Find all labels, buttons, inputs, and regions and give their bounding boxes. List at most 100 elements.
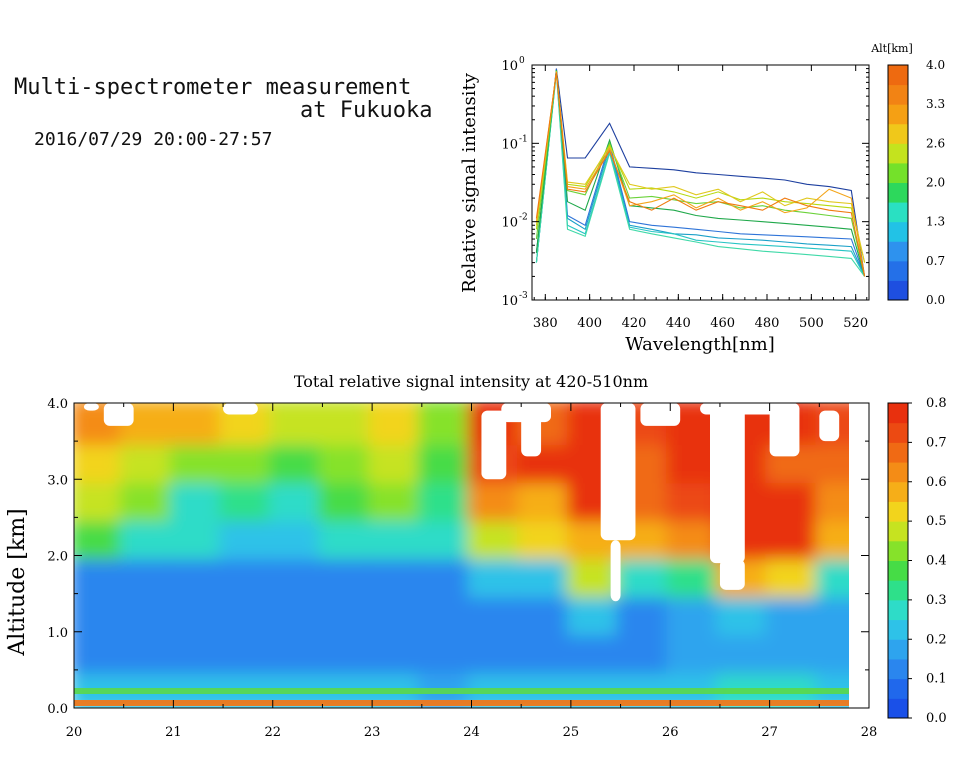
spectrum-series-line-1: [535, 69, 866, 277]
intensity-colorbar-swatch: [888, 462, 908, 483]
intensity-colorbar-swatch: [888, 678, 908, 699]
intensity-colorbar-swatch: [888, 521, 908, 542]
heatmap-x-tick-label: 28: [861, 725, 878, 740]
heatmap-no-data-region: [700, 403, 780, 415]
intensity-colorbar-tick-label: 0.1: [926, 672, 947, 687]
heatmap-title: Total relative signal intensity at 420-5…: [294, 372, 648, 391]
heatmap-cell: [318, 403, 377, 446]
heatmap-cell: [417, 403, 476, 446]
heatmap-no-data-region: [610, 540, 621, 602]
heatmap-x-tick-label: 27: [761, 725, 778, 740]
heatmap-no-data-region: [719, 559, 745, 590]
heatmap-x-tick-label: 23: [364, 725, 381, 740]
altitude-colorbar-tick-label: 0.0: [926, 293, 945, 307]
heatmap-chart: Total relative signal intensity at 420-5…: [5, 372, 947, 740]
heatmap-x-tick-label: 25: [563, 725, 580, 740]
intensity-colorbar-tick-label: 0.3: [926, 593, 947, 608]
intensity-colorbar-tick-label: 0.8: [926, 396, 947, 411]
heatmap-y-tick-label: 2.0: [47, 550, 68, 565]
time-range-label: 2016/07/29 20:00-27:57: [34, 129, 273, 150]
spectrum-series-line-2: [535, 70, 866, 277]
intensity-colorbar-swatch: [888, 560, 908, 581]
heatmap-x-tick-label: 24: [463, 725, 480, 740]
intensity-colorbar-swatch: [888, 599, 908, 621]
intensity-colorbar-swatch: [888, 403, 908, 424]
altitude-colorbar-tick-label: 2.6: [926, 136, 945, 150]
altitude-colorbar-swatch: [888, 162, 908, 183]
altitude-colorbar-swatch: [888, 143, 908, 164]
spectrum-y-tick-exponent: -3: [519, 291, 528, 301]
intensity-colorbar-tick-label: 0.7: [926, 435, 947, 450]
heatmap-x-tick-label: 20: [66, 725, 83, 740]
spectrum-series-line-10: [535, 72, 866, 277]
intensity-colorbar: 0.8 0.7 0.6 0.5 0.4 0.3 0.2 0.1 0.0: [887, 396, 947, 726]
altitude-colorbar-label: Alt[km]: [870, 42, 913, 55]
intensity-colorbar-swatch: [888, 442, 908, 463]
altitude-colorbar-swatch: [888, 260, 908, 281]
spectrum-x-tick-label: 460: [710, 316, 735, 331]
intensity-colorbar-swatch: [888, 481, 908, 502]
altitude-colorbar: 4.0 3.3 2.6 2.0 1.3 0.7 0.0: [887, 58, 945, 307]
spectrum-series-line-9: [535, 72, 866, 277]
intensity-colorbar-swatch: [888, 540, 908, 561]
intensity-colorbar-tick-label: 0.2: [926, 632, 947, 647]
heatmap-cell: [268, 403, 327, 446]
heatmap-no-data-region: [223, 403, 258, 415]
intensity-colorbar-swatch: [888, 580, 908, 601]
intensity-colorbar-swatch: [888, 501, 908, 522]
spectrum-plot-area: [531, 64, 870, 301]
spectrum-series-line-0: [535, 68, 866, 277]
heatmap-y-tick-label: 4.0: [47, 397, 68, 412]
altitude-colorbar-swatch: [888, 221, 908, 242]
spectrum-x-tick-label: 480: [755, 316, 780, 331]
spectrum-y-tick-label: 10: [501, 216, 518, 231]
altitude-colorbar-tick-label: 3.3: [926, 97, 945, 111]
intensity-colorbar-swatch: [888, 639, 908, 660]
spectrum-series-line-7: [535, 71, 866, 263]
spectrum-y-axis-label: Relative signal intensity: [459, 72, 480, 293]
intensity-colorbar-tick-label: 0.0: [926, 711, 947, 726]
spectrum-x-tick-label: 380: [533, 316, 558, 331]
altitude-colorbar-swatch: [888, 241, 908, 262]
heatmap-x-tick-label: 22: [264, 725, 281, 740]
heatmap-x-tick-label: 26: [662, 725, 679, 740]
chart-title-line2: at Fukuoka: [300, 98, 433, 123]
heatmap-no-data-region: [819, 410, 840, 442]
heatmap-no-data-region: [103, 403, 134, 426]
altitude-colorbar-swatch: [888, 123, 908, 144]
altitude-colorbar-tick-label: 2.0: [926, 176, 945, 190]
heatmap-no-data-region: [640, 403, 681, 426]
heatmap-cell: [368, 403, 426, 446]
spectrum-y-tick-exponent: -1: [519, 134, 528, 144]
heatmap-y-tick-label: 0.0: [47, 702, 68, 717]
spectrum-series-line-5: [535, 70, 866, 277]
spectrum-series-line-6: [535, 70, 866, 277]
heatmap-cell: [169, 403, 228, 446]
heatmap-y-axis-label: Altitude [km]: [5, 508, 30, 656]
intensity-colorbar-swatch: [888, 422, 908, 443]
chart-title-line1: Multi-spectrometer measurement: [14, 75, 412, 100]
heatmap-no-data-region: [600, 403, 636, 541]
spectrum-y-tick-label: 10: [501, 294, 518, 309]
heatmap-no-data-region: [710, 403, 745, 564]
spectrum-x-tick-label: 440: [666, 316, 691, 331]
spectrum-x-tick-label: 500: [799, 316, 824, 331]
intensity-colorbar-tick-label: 0.5: [926, 514, 947, 529]
altitude-colorbar-swatch: [888, 280, 908, 301]
altitude-colorbar-swatch: [888, 104, 908, 125]
spectrum-series-line-8: [535, 71, 866, 263]
altitude-colorbar-swatch: [888, 65, 908, 86]
heatmap-no-data-region: [481, 410, 507, 480]
spectrum-y-tick-label: 10: [501, 137, 518, 152]
spectrum-y-tick-exponent: 0: [519, 56, 525, 66]
spectrum-series-line-4: [535, 72, 866, 277]
intensity-colorbar-tick-label: 0.6: [926, 475, 947, 490]
intensity-colorbar-swatch: [888, 658, 908, 680]
surface-band-green: [74, 688, 849, 694]
spectrum-y-tick-exponent: -2: [519, 213, 528, 223]
heatmap-no-data-region: [83, 403, 99, 411]
spectrum-x-tick-label: 520: [843, 316, 868, 331]
heatmap-no-data-region: [501, 403, 551, 423]
altitude-colorbar-tick-label: 1.3: [926, 215, 945, 229]
